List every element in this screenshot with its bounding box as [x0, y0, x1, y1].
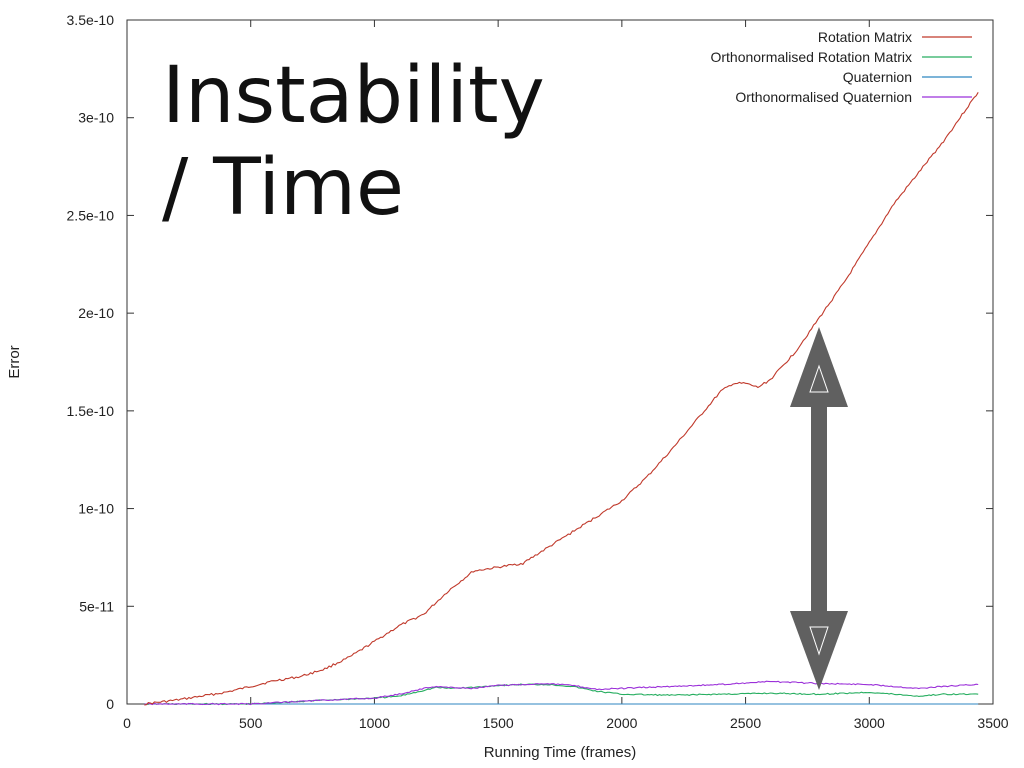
series-line-orthonormalised-quaternion — [144, 680, 979, 706]
series-line-rotation-matrix — [144, 92, 979, 706]
y-tick-label: 5e-11 — [79, 598, 114, 614]
series-line-orthonormalised-rotation-matrix — [144, 683, 979, 706]
x-tick-label: 3000 — [854, 715, 885, 731]
x-tick-label: 0 — [123, 715, 131, 731]
x-tick-label: 500 — [239, 715, 263, 731]
y-tick-label: 0 — [106, 696, 114, 712]
y-tick-label: 3.5e-10 — [67, 12, 115, 28]
legend-label: Orthonormalised Rotation Matrix — [710, 49, 912, 65]
x-tick-label: 3500 — [977, 715, 1008, 731]
legend: Rotation Matrix Orthonormalised Rotation … — [710, 29, 972, 105]
x-tick-label: 1000 — [359, 715, 390, 731]
y-axis-title: Error — [6, 345, 23, 378]
x-axis-title: Running Time (frames) — [484, 744, 637, 761]
axis-ticks: 0 500 1000 1500 2000 2500 3000 3500 0 5e-11 1e-10 1… — [67, 12, 1009, 731]
y-tick-label: 2.5e-10 — [67, 207, 115, 223]
legend-label: Rotation Matrix — [818, 29, 912, 45]
double-arrow-annotation — [790, 327, 848, 690]
slide-title-overlay: Instability / Time — [162, 50, 622, 234]
y-tick-label: 2e-10 — [78, 305, 114, 321]
legend-label: Quaternion — [843, 69, 912, 85]
legend-label: Orthonormalised Quaternion — [735, 89, 912, 105]
y-tick-label: 3e-10 — [78, 110, 114, 126]
slide-title-line-1: Instability — [162, 51, 545, 141]
y-tick-label: 1.5e-10 — [67, 403, 115, 419]
series-lines — [144, 92, 979, 706]
x-tick-label: 2500 — [730, 715, 761, 731]
slide-title-line-2: / Time — [162, 143, 404, 233]
y-tick-label: 1e-10 — [78, 501, 114, 517]
x-tick-label: 1500 — [483, 715, 514, 731]
x-tick-label: 2000 — [606, 715, 637, 731]
